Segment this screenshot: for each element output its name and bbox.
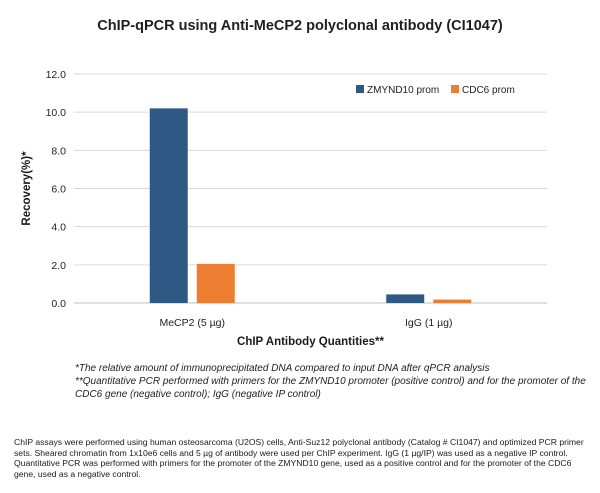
y-tick-label: 0.0: [51, 298, 66, 310]
x-axis-title: ChIP Antibody Quantities**: [237, 336, 384, 348]
footnote-primers: **Quantitative PCR performed with primer…: [75, 376, 586, 400]
x-tick-label: MeCP2 (5 µg): [159, 317, 225, 329]
y-tick-label: 10.0: [46, 107, 67, 119]
y-tick-label: 8.0: [51, 145, 66, 157]
y-axis-title: Recovery(%)*: [21, 151, 33, 226]
chart-title: ChIP-qPCR using Anti-MeCP2 polyclonal an…: [97, 18, 503, 34]
bar-chart: 0.0 2.0 4.0 6.0 8.0 10.0 12.0 MeCP2 (5 µg) IgG (…: [21, 69, 547, 348]
legend-swatch: [451, 85, 459, 93]
legend-swatch: [356, 85, 364, 93]
figure-caption: ChIP assays were performed using human o…: [14, 437, 584, 479]
bar: [386, 294, 425, 303]
bar: [196, 263, 235, 303]
x-tick-label: IgG (1 µg): [405, 317, 452, 329]
y-tick-label: 2.0: [51, 260, 66, 272]
bar: [149, 108, 188, 303]
y-tick-label: 4.0: [51, 222, 66, 234]
legend-label: ZMYND10 prom: [367, 85, 439, 96]
footnote-recovery: *The relative amount of immunoprecipitat…: [75, 363, 490, 374]
footnotes: *The relative amount of immunoprecipitat…: [75, 362, 595, 401]
bar: [433, 299, 472, 303]
y-tick-label: 6.0: [51, 184, 66, 196]
legend-label: CDC6 prom: [462, 85, 515, 96]
y-tick-label: 12.0: [46, 69, 67, 81]
